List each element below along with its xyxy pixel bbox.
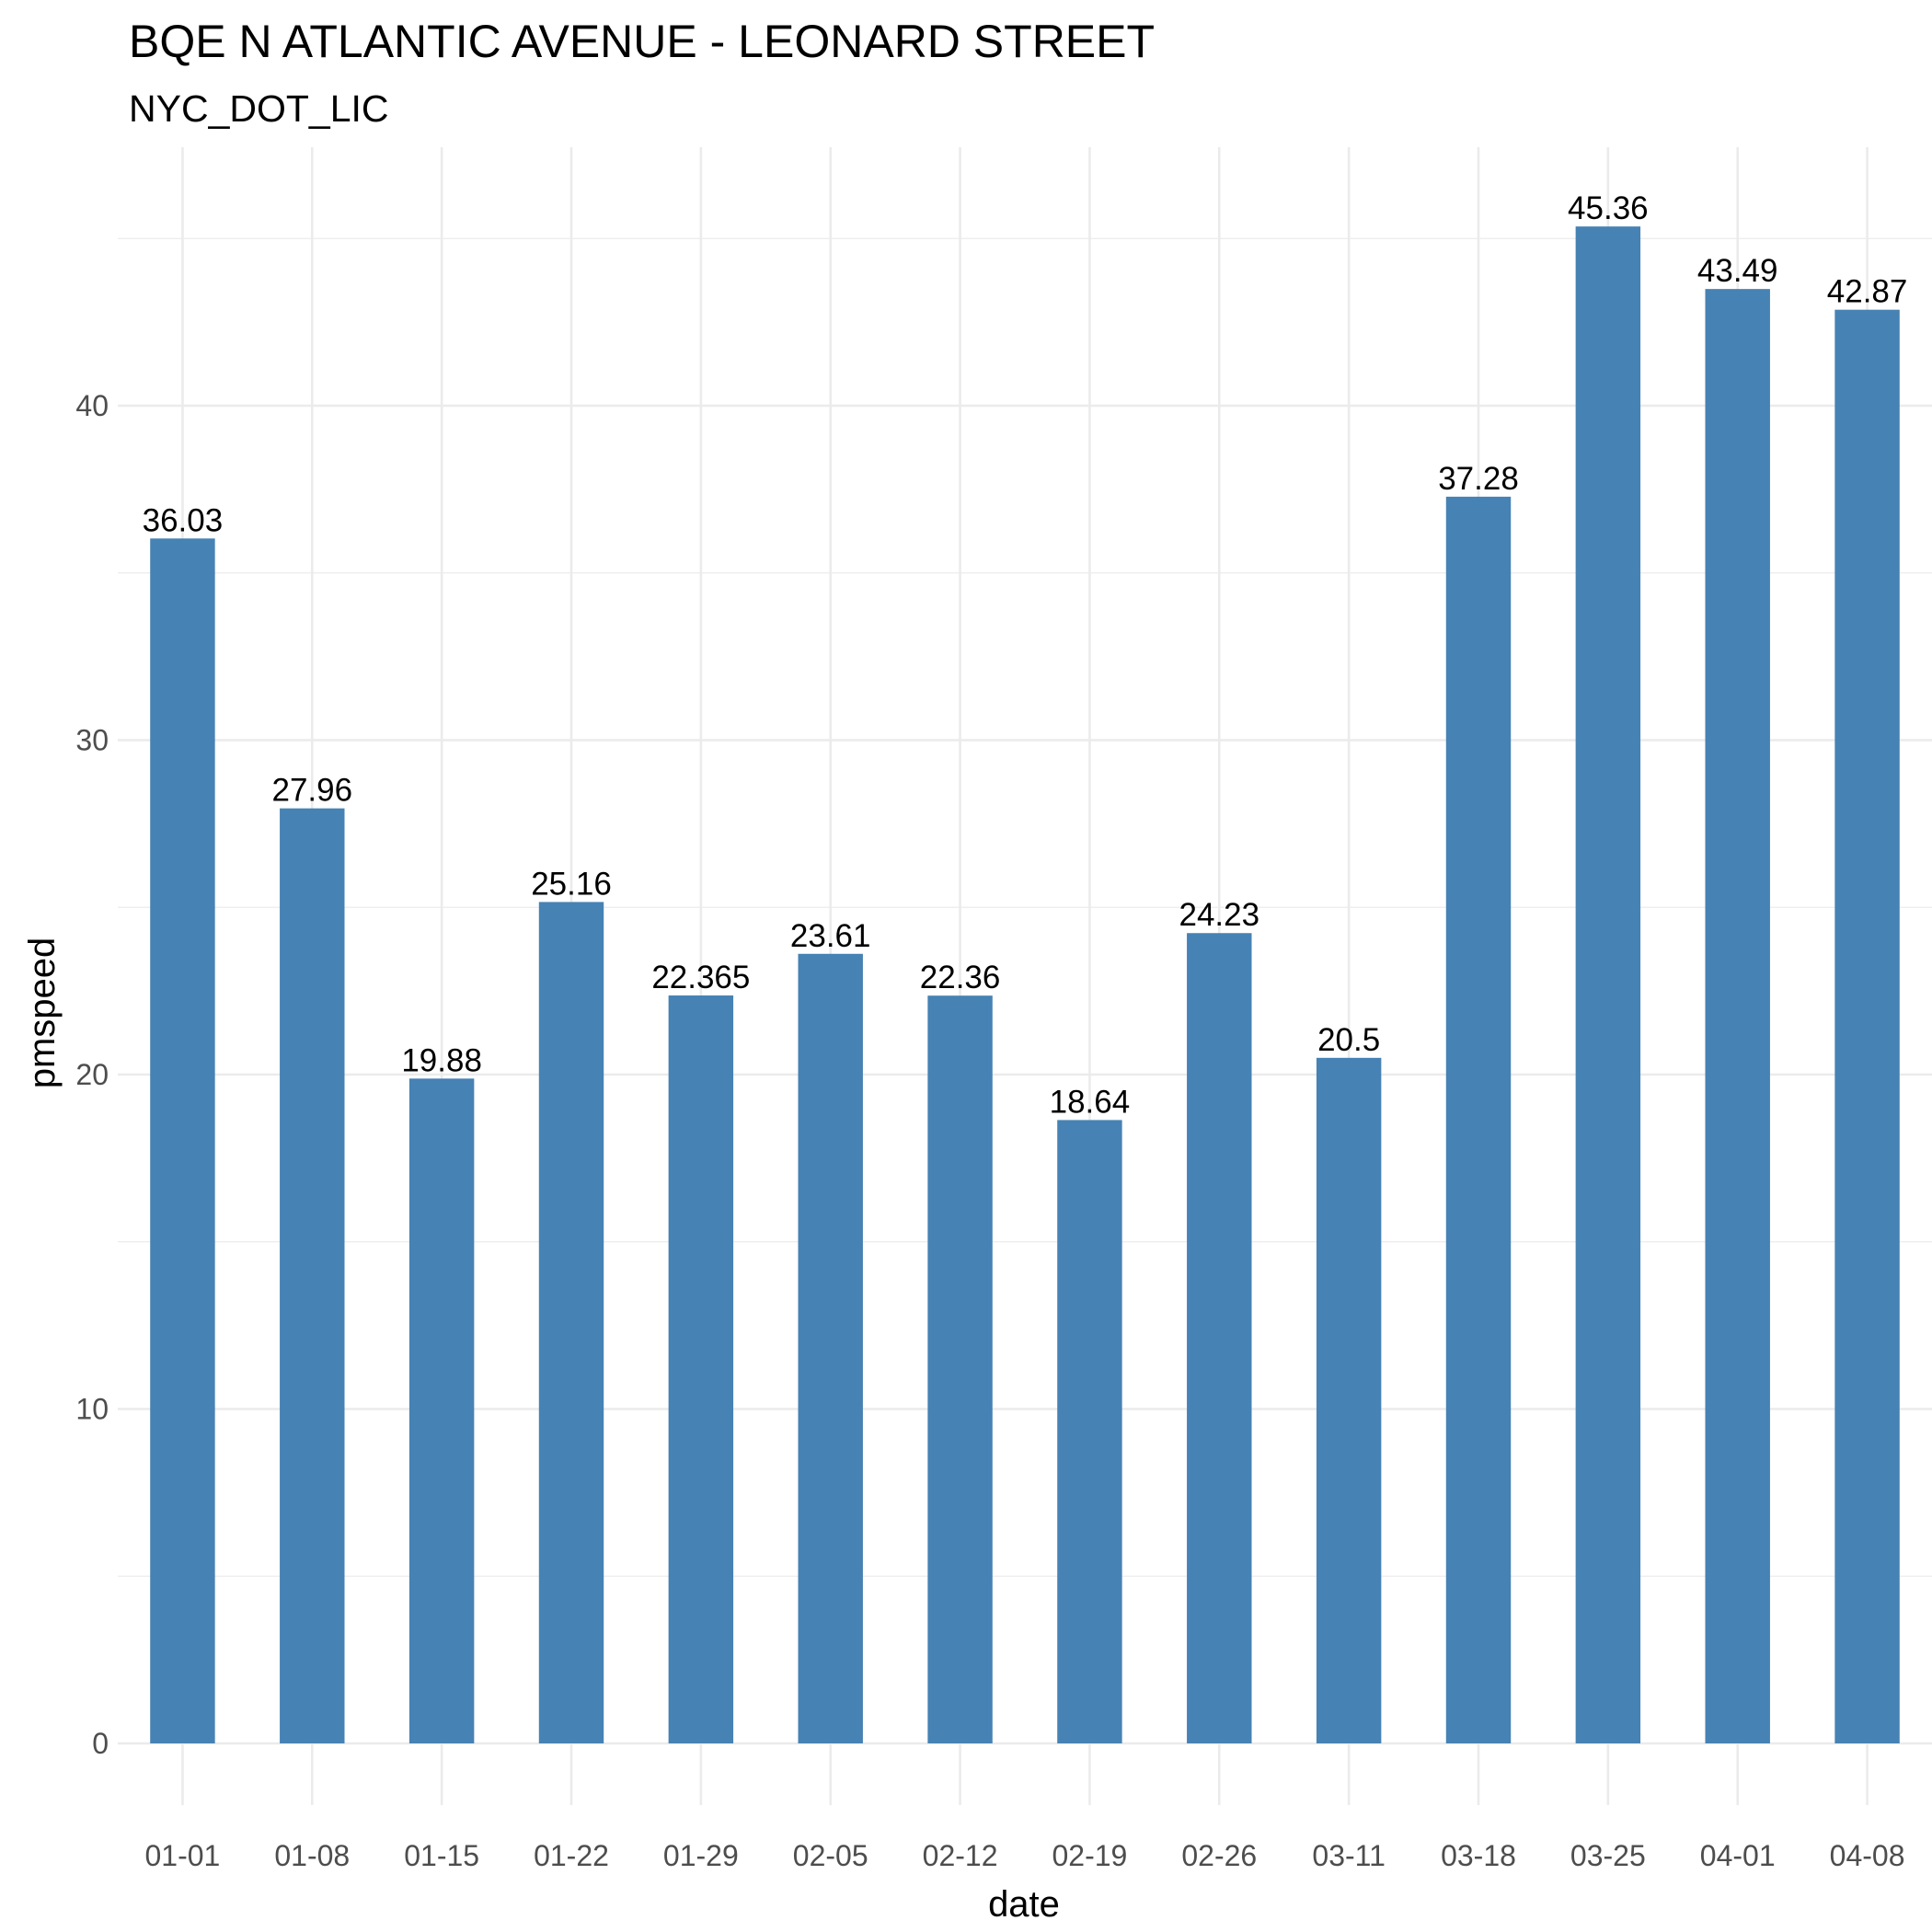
- bar-02-05: [798, 953, 863, 1743]
- y-axis-ticks: 0 10 20 30 40: [75, 389, 109, 1760]
- x-axis-title: date: [988, 1884, 1060, 1925]
- bar-03-25: [1575, 226, 1641, 1743]
- x-tick-label: 01-15: [404, 1839, 479, 1872]
- chart-title: BQE N ATLANTIC AVENUE - LEONARD STREET: [129, 16, 1155, 67]
- bar-01-22: [538, 902, 604, 1743]
- y-tick-label: 10: [75, 1393, 109, 1426]
- data-label: 25.16: [531, 866, 612, 902]
- data-label: 23.61: [790, 918, 871, 954]
- x-tick-label: 01-29: [663, 1839, 739, 1872]
- x-tick-label: 02-05: [793, 1839, 868, 1872]
- data-label: 43.49: [1697, 253, 1778, 289]
- bar-01-15: [408, 1078, 475, 1743]
- data-label: 22.365: [651, 960, 750, 995]
- x-axis-ticks: 01-01 01-08 01-15 01-22 01-29 02-05 02-12 02-19…: [145, 1839, 1905, 1872]
- data-label: 42.87: [1827, 274, 1908, 310]
- bar-01-08: [280, 808, 345, 1743]
- data-label: 36.03: [143, 502, 224, 538]
- x-tick-label: 02-26: [1181, 1839, 1257, 1872]
- bar-01-29: [668, 995, 734, 1743]
- bar-01-01: [150, 538, 215, 1743]
- data-label: 18.64: [1050, 1084, 1131, 1120]
- y-tick-label: 20: [75, 1058, 109, 1091]
- y-tick-label: 30: [75, 724, 109, 757]
- data-label: 27.96: [271, 773, 352, 809]
- bar-04-08: [1834, 309, 1900, 1743]
- bars: [150, 226, 1900, 1744]
- x-tick-label: 01-22: [534, 1839, 609, 1872]
- x-tick-label: 03-11: [1312, 1839, 1385, 1872]
- x-tick-label: 03-25: [1570, 1839, 1646, 1872]
- y-axis-title: pmspeed: [22, 937, 63, 1089]
- bar-03-11: [1316, 1057, 1382, 1743]
- x-tick-label: 02-19: [1052, 1839, 1128, 1872]
- bar-02-12: [927, 995, 993, 1743]
- x-tick-label: 04-08: [1830, 1839, 1905, 1872]
- x-tick-label: 02-12: [923, 1839, 998, 1872]
- bar-03-18: [1445, 496, 1512, 1743]
- y-tick-label: 40: [75, 389, 109, 422]
- x-tick-label: 01-08: [274, 1839, 350, 1872]
- bar-02-26: [1187, 933, 1252, 1743]
- x-tick-label: 03-18: [1441, 1839, 1516, 1872]
- data-labels: 36.03 27.96 19.88 25.16 22.365 23.61 22.36 18.6…: [143, 190, 1908, 1120]
- data-label: 19.88: [401, 1042, 482, 1078]
- x-tick-label: 04-01: [1700, 1839, 1776, 1872]
- data-label: 22.36: [920, 960, 1001, 995]
- bar-02-19: [1057, 1120, 1122, 1743]
- data-label: 20.5: [1317, 1022, 1380, 1058]
- grid: [118, 147, 1932, 1805]
- data-label: 45.36: [1568, 190, 1649, 226]
- y-tick-label: 0: [92, 1727, 109, 1760]
- data-label: 37.28: [1438, 461, 1519, 497]
- x-tick-label: 01-01: [145, 1839, 221, 1872]
- bar-04-01: [1705, 289, 1770, 1744]
- chart-subtitle: NYC_DOT_LIC: [129, 87, 389, 130]
- data-label: 24.23: [1179, 897, 1259, 933]
